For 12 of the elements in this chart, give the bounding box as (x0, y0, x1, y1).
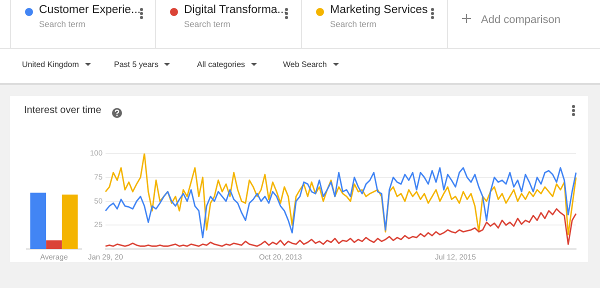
text: Web Search (283, 60, 327, 69)
text: Past 5 years (114, 60, 158, 69)
text: Search term (184, 19, 230, 29)
text: Search term (39, 19, 86, 29)
chart-title: Interest over time (24, 105, 102, 116)
text: United Kingdom (22, 60, 79, 69)
legend-label: Digital Transforma... (184, 4, 287, 16)
legend-label: Customer Experie... (39, 4, 141, 16)
text: Search term (330, 19, 376, 29)
legend-label: Marketing Services (330, 4, 428, 16)
text: Add comparison (481, 14, 560, 26)
text: All categories (197, 60, 246, 69)
